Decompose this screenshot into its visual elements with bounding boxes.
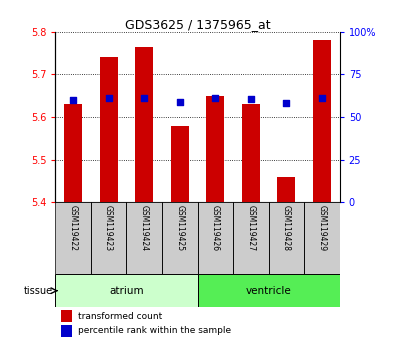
Point [283,100,290,106]
Point [177,99,183,105]
Text: GSM119423: GSM119423 [104,205,113,251]
Text: GSM119422: GSM119422 [69,205,77,251]
Bar [126,202,162,274]
Bar [313,40,331,202]
Bar [91,202,126,274]
Bar [61,310,72,322]
Bar [100,57,118,202]
Bar [206,96,224,202]
Bar [269,202,304,274]
Text: tissue: tissue [23,286,53,296]
Text: GSM119429: GSM119429 [318,205,326,251]
Bar [242,104,260,202]
Point [141,95,147,101]
Bar [198,202,233,274]
Bar [277,177,295,202]
Text: atrium: atrium [109,286,144,296]
Bar [55,202,91,274]
Bar [304,202,340,274]
Text: GSM119428: GSM119428 [282,205,291,251]
Text: GSM119425: GSM119425 [175,205,184,251]
Bar [135,47,153,202]
Point [105,95,112,101]
Point [212,95,218,101]
Bar [171,126,189,202]
Bar [64,104,82,202]
Point [70,97,76,103]
Bar [61,325,72,337]
Text: ventricle: ventricle [246,286,292,296]
Point [248,96,254,102]
Text: GSM119424: GSM119424 [140,205,149,251]
Bar [198,274,340,307]
Text: GSM119427: GSM119427 [246,205,255,251]
Text: percentile rank within the sample: percentile rank within the sample [78,326,231,336]
Bar [162,202,198,274]
Text: transformed count: transformed count [78,312,162,321]
Point [319,95,325,101]
Title: GDS3625 / 1375965_at: GDS3625 / 1375965_at [125,18,270,31]
Text: GSM119426: GSM119426 [211,205,220,251]
Bar [233,202,269,274]
Bar [55,274,198,307]
